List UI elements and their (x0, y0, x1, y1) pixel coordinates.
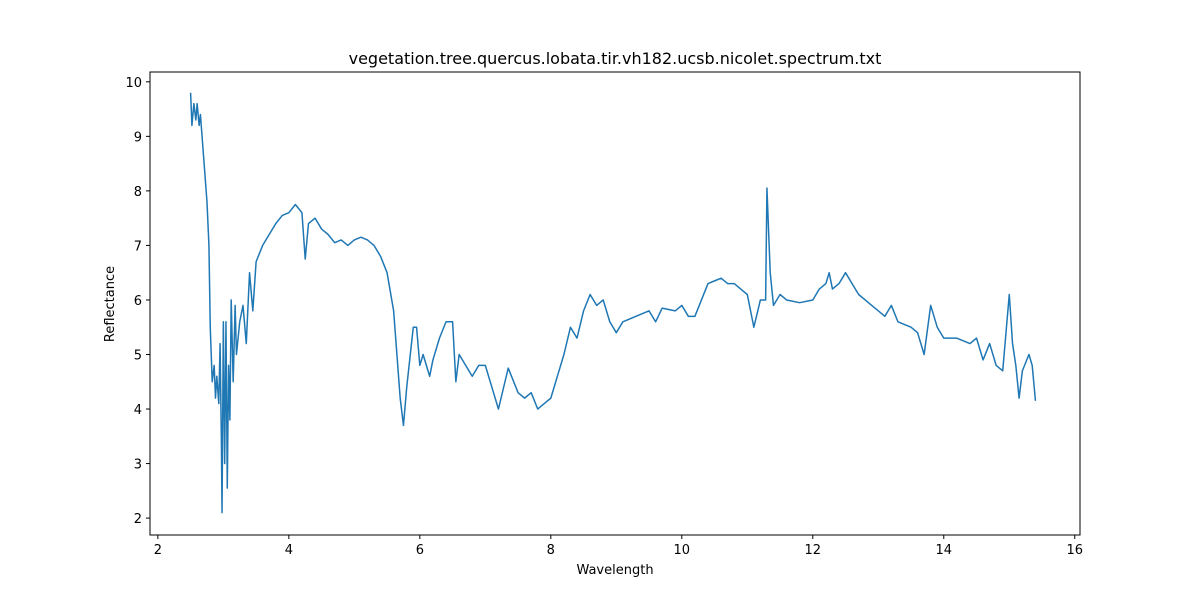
spectrum-line (189, 92, 1037, 514)
x-tick-label: 16 (1066, 543, 1083, 558)
x-tick-label: 12 (805, 543, 822, 558)
chart-title: vegetation.tree.quercus.lobata.tir.vh182… (349, 49, 882, 68)
x-tick-label: 6 (416, 543, 424, 558)
y-tick-label: 4 (134, 403, 142, 418)
y-tick-label: 10 (125, 76, 142, 91)
x-axis-label: Wavelength (576, 563, 653, 578)
plot-frame (149, 71, 1081, 536)
x-tick-label: 14 (936, 543, 953, 558)
y-tick-label: 3 (134, 458, 142, 473)
x-tick-label: 4 (285, 543, 293, 558)
y-tick-label: 9 (134, 130, 142, 145)
y-tick-label: 8 (134, 185, 142, 200)
x-tick-label: 2 (154, 543, 162, 558)
y-axis-label: Reflectance (103, 266, 118, 342)
y-tick-label: 5 (134, 348, 142, 363)
y-tick-label: 2 (134, 512, 142, 527)
y-tick-label: 7 (134, 239, 142, 254)
y-tick-label: 6 (134, 294, 142, 309)
x-tick-label: 10 (674, 543, 691, 558)
x-tick-label: 8 (547, 543, 555, 558)
